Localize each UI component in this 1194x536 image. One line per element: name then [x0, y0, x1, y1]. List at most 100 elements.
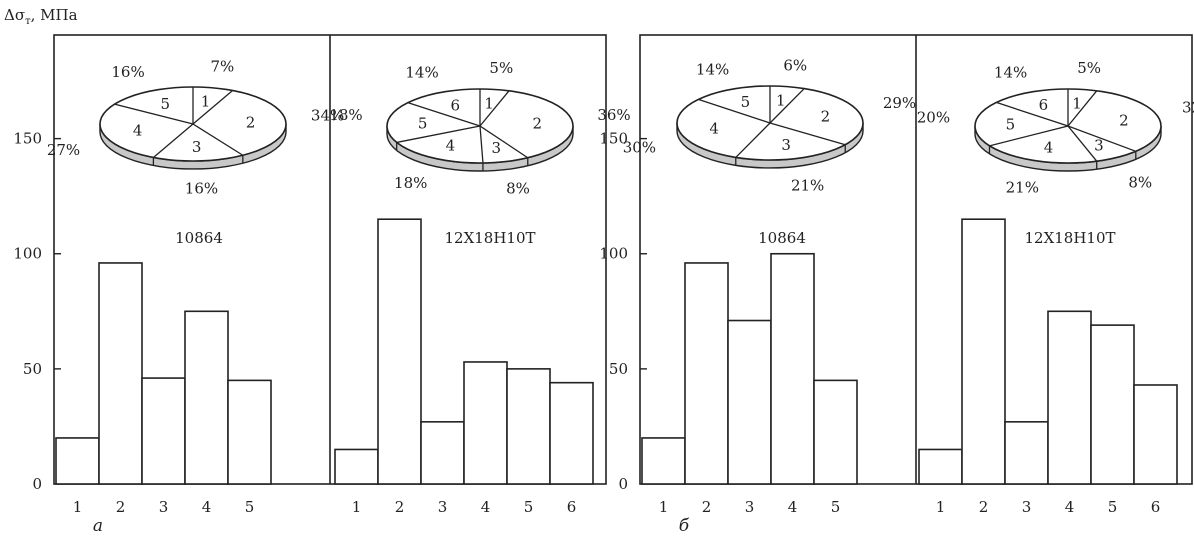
pie-slice-edge [698, 98, 771, 124]
pie-slice-edge [479, 90, 510, 127]
bar [1090, 324, 1135, 485]
panel-letter: б [679, 516, 690, 536]
x-tick-label: 5 [245, 498, 255, 516]
x-tick-label: 1 [659, 498, 669, 516]
x-tick-label: 3 [1022, 498, 1032, 516]
pie-percent-label: 32% [1182, 99, 1194, 117]
pie-percent-label: 5% [489, 59, 513, 77]
pie-percent-label: 7% [211, 58, 235, 76]
pie-slice-edge [192, 90, 234, 125]
pie-percent-label: 8% [506, 179, 530, 197]
pie-slice-number: 4 [446, 137, 456, 155]
bar [98, 262, 143, 485]
pie-chart: 1 5% 2 36% 3 8% 4 18% 5 18% 6 14% [329, 59, 630, 197]
pie-percent-label: 8% [1128, 173, 1152, 191]
pie-slice-number: 4 [709, 120, 719, 138]
bar [1047, 310, 1092, 485]
y-tick-label: 100 [13, 245, 42, 263]
y-tick-label: 150 [599, 130, 628, 148]
pie-slice-number: 2 [1119, 111, 1129, 129]
x-tick-label: 2 [702, 498, 712, 516]
bar [549, 381, 594, 485]
pie-slice-edge [192, 123, 244, 156]
pie-slice-edge [152, 123, 194, 158]
bar [420, 421, 465, 485]
bar [463, 361, 508, 485]
pie-slice-number: 4 [1044, 139, 1054, 157]
bar [813, 379, 858, 485]
y-tick-label: 50 [23, 360, 42, 378]
x-tick-label: 5 [524, 498, 534, 516]
x-tick-label: 2 [979, 498, 989, 516]
pie-slice-edge [989, 125, 1069, 147]
x-tick-label: 3 [745, 498, 755, 516]
bar [684, 262, 729, 485]
x-tick-label: 2 [395, 498, 405, 516]
bar [1004, 421, 1049, 485]
pie-percent-label: 5% [1077, 59, 1101, 77]
pie-percent-label: 14% [994, 63, 1027, 81]
pie-percent-label: 21% [1006, 178, 1039, 196]
x-tick-label: 5 [1108, 498, 1118, 516]
pie-slice-number: 1 [201, 93, 211, 111]
bar [377, 218, 422, 485]
pie-percent-label: 16% [185, 180, 218, 198]
pie-slice-edge [396, 125, 481, 144]
pie-slice-edge [1067, 125, 1137, 152]
pie-slice-number: 2 [246, 114, 256, 132]
pie-slice-number: 3 [1094, 136, 1104, 154]
pie-slice-number: 6 [1039, 96, 1049, 114]
pie-percent-label: 36% [597, 106, 630, 124]
pie-slice-edge [479, 125, 529, 159]
x-tick-label: 3 [438, 498, 448, 516]
x-tick-label: 1 [73, 498, 83, 516]
pie-percent-label: 34% [311, 107, 344, 125]
pie-slice-number: 1 [1072, 94, 1082, 112]
pie-percent-label: 18% [394, 174, 427, 192]
pie-slice-number: 5 [160, 95, 170, 113]
bar [770, 252, 815, 485]
pie-slice-edge [1067, 125, 1098, 162]
y-tick-label: 0 [32, 475, 42, 493]
pie-slice-edge [1067, 90, 1098, 127]
pie-percent-label: 16% [111, 63, 144, 81]
x-tick-label: 4 [788, 498, 798, 516]
x-tick-label: 4 [1065, 498, 1075, 516]
x-tick-label: 2 [116, 498, 126, 516]
pie-percent-label: 6% [783, 56, 807, 74]
x-tick-label: 3 [159, 498, 169, 516]
bar [227, 379, 272, 485]
bar [961, 218, 1006, 485]
pie-slice-edge [996, 101, 1069, 127]
pie-slice-number: 4 [133, 121, 143, 139]
pie-percent-label: 14% [696, 60, 729, 78]
bar [55, 437, 100, 485]
series-label: 10864 [175, 229, 223, 247]
x-tick-label: 6 [567, 498, 577, 516]
bar [506, 368, 551, 485]
y-tick-label: 100 [599, 245, 628, 263]
series-label: 12Х18Н10Т [444, 229, 535, 247]
bar [641, 437, 686, 485]
pie-percent-label: 21% [791, 177, 824, 195]
pie-slice-edge [769, 122, 846, 146]
pie-chart: 17% 2 34% 3 16% 4 27% 5 16% [47, 58, 344, 198]
pie-slice-number: 2 [821, 108, 831, 126]
pie-slice-edge [735, 122, 771, 158]
pie-slice-number: 5 [741, 93, 751, 111]
pie-percent-label: 14% [405, 64, 438, 82]
pie-percent-label: 18% [329, 106, 362, 124]
pie-slice-edge [114, 103, 194, 125]
pie-chart: 1 5% 2 32% 3 8% 4 21% 5 20% 6 14% [917, 59, 1194, 196]
x-tick-label: 6 [1151, 498, 1161, 516]
pie-slice-number: 2 [533, 114, 543, 132]
bar [727, 319, 772, 485]
pie-slice-number: 5 [1006, 116, 1016, 134]
y-axis-label: Δσт, МПа [4, 6, 78, 27]
pie-slice-number: 3 [491, 139, 501, 157]
pie-slice-number: 1 [776, 91, 786, 109]
y-tick-label: 50 [609, 360, 628, 378]
pie-slice-number: 5 [418, 114, 428, 132]
pie-slice-edge [769, 88, 805, 124]
